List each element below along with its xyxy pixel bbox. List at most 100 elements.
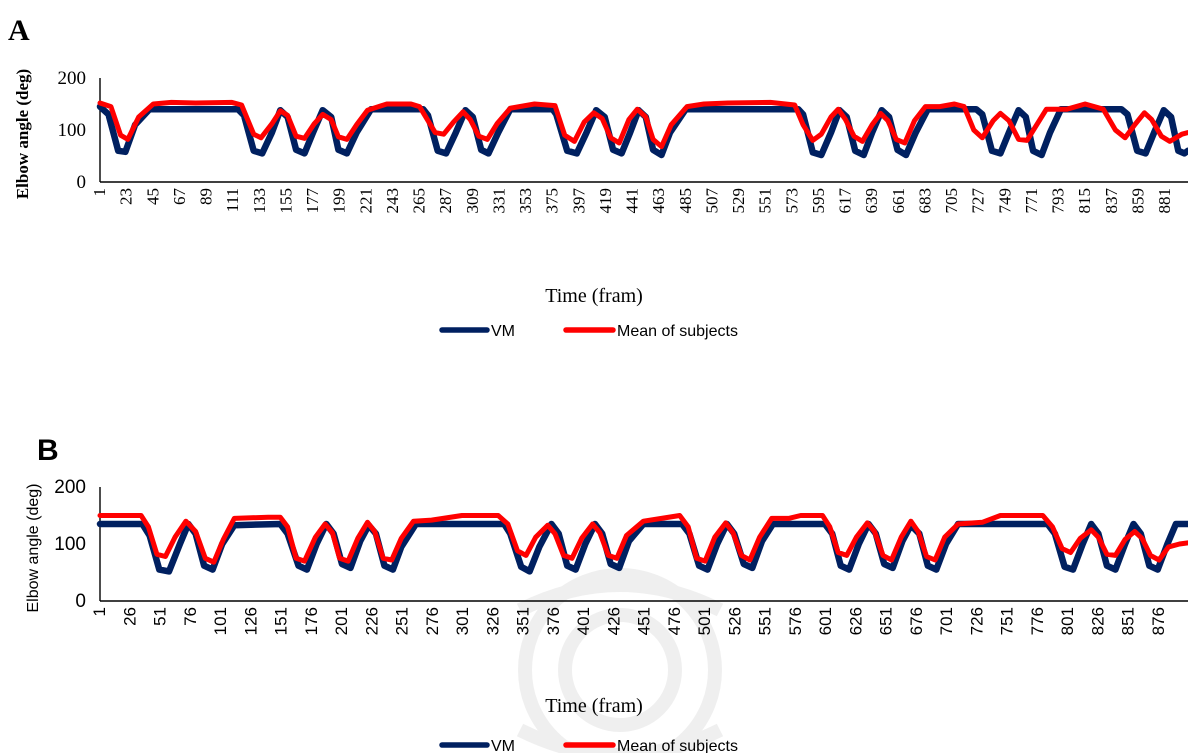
x-tick-label: 51 — [151, 607, 170, 626]
legend-label: Mean of subjects — [617, 323, 738, 340]
x-tick-label: 876 — [1149, 607, 1168, 635]
x-tick-label: 626 — [846, 607, 865, 635]
x-tick-label: 705 — [942, 188, 961, 214]
x-tick-label: 243 — [383, 188, 402, 214]
panel-label: A — [8, 14, 30, 47]
x-tick-label: 726 — [967, 607, 986, 635]
x-tick-label: 485 — [676, 188, 695, 214]
x-tick-label: 776 — [1028, 607, 1047, 635]
x-tick-label: 551 — [756, 607, 775, 635]
panel-label: B — [37, 434, 59, 467]
x-tick-label: 859 — [1128, 188, 1147, 214]
x-tick-label: 837 — [1102, 188, 1121, 214]
series-line-vm — [96, 103, 1188, 159]
y-axis-title: Elbow angle (deg) — [13, 69, 32, 199]
x-tick-label: 401 — [574, 607, 593, 635]
x-tick-label: 451 — [635, 607, 654, 635]
x-tick-label: 526 — [725, 607, 744, 635]
x-tick-label: 826 — [1088, 607, 1107, 635]
x-tick-label: 676 — [907, 607, 926, 635]
x-tick-label: 617 — [836, 188, 855, 214]
x-tick-label: 226 — [362, 607, 381, 635]
x-tick-label: 76 — [181, 607, 200, 626]
x-tick-label: 815 — [1075, 188, 1094, 214]
x-tick-label: 67 — [170, 188, 189, 206]
x-tick-label: 595 — [809, 188, 828, 214]
x-tick-label: 301 — [453, 607, 472, 635]
y-tick-label: 200 — [58, 68, 87, 89]
x-tick-label: 1 — [90, 607, 109, 616]
x-tick-label: 751 — [998, 607, 1017, 635]
x-tick-label: 601 — [816, 607, 835, 635]
series-line-vm — [96, 520, 1188, 575]
x-tick-label: 177 — [303, 188, 322, 214]
legend: VM Mean of subjects — [439, 738, 738, 753]
x-tick-label: 551 — [756, 188, 775, 214]
x-tick-label: 155 — [276, 188, 295, 214]
series-line-mean-of-subjects — [97, 99, 1188, 150]
x-tick-label: 419 — [596, 188, 615, 214]
x-tick-label: 111 — [223, 188, 242, 212]
x-tick-label: 1 — [90, 188, 109, 197]
x-tick-label: 397 — [569, 188, 588, 214]
y-tick-label: 0 — [77, 172, 87, 193]
legend: VM Mean of subjects — [439, 323, 738, 340]
y-tick-label: 200 — [54, 477, 86, 498]
x-tick-label: 326 — [483, 607, 502, 635]
x-tick-label: 176 — [302, 607, 321, 635]
x-tick-label: 353 — [516, 188, 535, 214]
x-tick-label: 23 — [117, 188, 136, 205]
x-tick-label: 199 — [330, 188, 349, 214]
x-tick-label: 221 — [356, 188, 375, 214]
legend-label: VM — [491, 323, 515, 340]
x-tick-label: 45 — [143, 188, 162, 205]
panel-a: A 0 100 200 Elbow angle (deg) 1 23 45 67 89 111 133… — [8, 14, 1188, 340]
x-tick-label: 376 — [544, 607, 563, 635]
x-tick-label: 265 — [410, 188, 429, 214]
x-tick-label: 651 — [877, 607, 896, 635]
x-tick-label: 576 — [786, 607, 805, 635]
x-tick-label: 529 — [729, 188, 748, 214]
x-tick-label: 251 — [393, 607, 412, 635]
y-tick-label: 100 — [54, 534, 86, 555]
x-tick-label: 375 — [543, 188, 562, 214]
x-tick-label: 309 — [463, 188, 482, 214]
x-tick-label: 331 — [489, 188, 508, 214]
x-tick-label: 683 — [915, 188, 934, 214]
x-tick-label: 276 — [423, 607, 442, 635]
y-tick-label: 100 — [58, 120, 87, 141]
x-tick-label: 441 — [623, 188, 642, 214]
x-tick-label: 201 — [332, 607, 351, 635]
x-tick-label: 126 — [241, 607, 260, 635]
x-tick-label: 426 — [604, 607, 623, 635]
x-tick-label: 463 — [649, 188, 668, 214]
x-tick-label: 501 — [695, 607, 714, 635]
legend-label: VM — [491, 738, 515, 753]
x-tick-label: 801 — [1058, 607, 1077, 635]
x-tick-label: 26 — [120, 607, 139, 626]
x-tick-label: 89 — [197, 188, 216, 205]
x-tick-label: 151 — [272, 607, 291, 635]
x-tick-label: 351 — [514, 607, 533, 635]
x-tick-label: 771 — [1022, 188, 1041, 214]
x-tick-label: 793 — [1049, 188, 1068, 214]
legend-label: Mean of subjects — [617, 738, 738, 753]
x-tick-label: 476 — [665, 607, 684, 635]
y-tick-label: 0 — [75, 591, 86, 612]
x-tick-label: 701 — [937, 607, 956, 635]
x-tick-label: 133 — [250, 188, 269, 214]
watermark-graphic — [516, 568, 724, 753]
x-tick-label: 881 — [1155, 188, 1174, 214]
x-tick-label: 507 — [702, 188, 721, 214]
x-tick-label: 639 — [862, 188, 881, 214]
x-axis-title: Time (fram) — [545, 285, 643, 307]
y-axis-title: Elbow angle (deg) — [25, 484, 42, 613]
x-tick-label: 749 — [995, 188, 1014, 214]
x-tick-label: 851 — [1119, 607, 1138, 635]
x-tick-label: 661 — [889, 188, 908, 214]
x-tick-label: 727 — [969, 188, 988, 214]
series-line-mean-of-subjects — [97, 513, 1188, 565]
x-tick-label: 287 — [436, 188, 455, 214]
